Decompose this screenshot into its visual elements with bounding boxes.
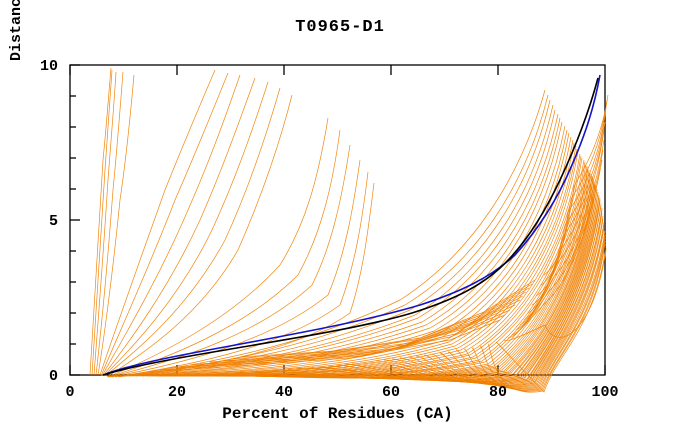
plot-axes-group	[70, 65, 608, 392]
y-tick-labels: 0 5 10	[40, 58, 58, 385]
x-tick-1: 20	[168, 384, 186, 401]
chart-container: T0965-D1 Distance Cutoff, A Percent of R…	[0, 0, 680, 440]
x-tick-2: 40	[275, 384, 293, 401]
plot-svg-area: 0 20 40 60 80 100 0 5 10	[0, 0, 680, 440]
x-tick-5: 100	[591, 384, 618, 401]
y-tick-1: 5	[49, 213, 58, 230]
y-major-ticks	[70, 65, 80, 375]
x-tick-3: 60	[382, 384, 400, 401]
model-trace-lines	[90, 68, 608, 392]
x-tick-4: 80	[489, 384, 507, 401]
y-tick-2: 10	[40, 58, 58, 75]
black-reference-curve	[103, 78, 598, 375]
y-tick-0: 0	[49, 368, 58, 385]
x-tick-0: 0	[65, 384, 74, 401]
blue-reference-curve	[106, 75, 600, 374]
